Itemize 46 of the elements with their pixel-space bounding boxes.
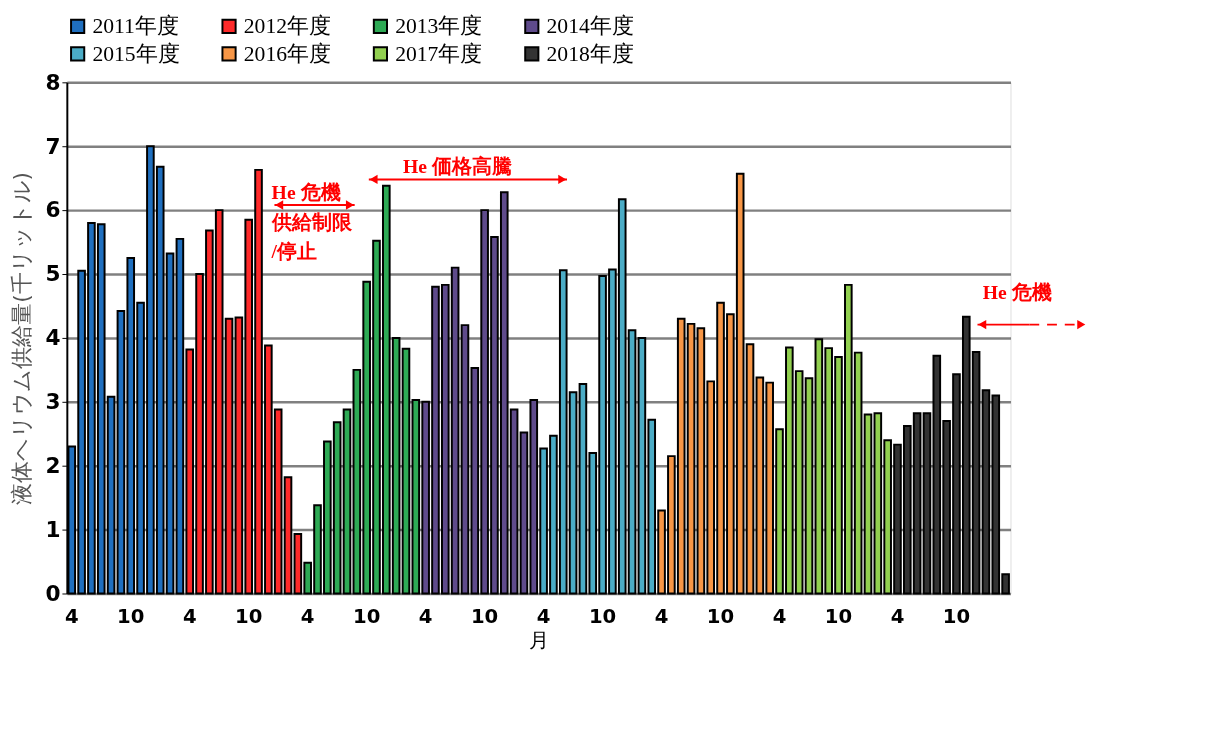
x-tick-label: 4 <box>300 605 315 629</box>
x-tick-label: 4 <box>64 605 79 629</box>
legend-label: 2015年度 <box>92 41 180 66</box>
y-tick-label: 0 <box>45 580 61 606</box>
y-tick-label: 4 <box>45 325 61 351</box>
legend-label: 2014年度 <box>546 14 634 39</box>
x-tick-label: 4 <box>654 605 669 629</box>
x-tick-label: 10 <box>942 605 971 629</box>
legend-label: 2018年度 <box>546 41 634 66</box>
y-tick-label: 8 <box>45 69 61 95</box>
bar <box>863 413 873 595</box>
x-tick-label: 4 <box>890 605 905 629</box>
x-tick-label: 10 <box>352 605 381 629</box>
x-axis-title: 月 <box>529 629 550 652</box>
y-axis-title: 液体ヘリウム供給量(千リットル) <box>8 171 34 505</box>
y-tick-label: 7 <box>45 133 61 159</box>
x-tick-label: 4 <box>182 605 197 629</box>
legend-label: 2013年度 <box>395 14 483 39</box>
annotation: He 危機 <box>982 280 1052 303</box>
annotation: /停止 <box>270 240 318 263</box>
x-tick-label: 10 <box>824 605 853 629</box>
legend-label: 2012年度 <box>243 14 331 39</box>
x-tick-label: 10 <box>117 605 145 629</box>
y-tick-label: 2 <box>45 453 61 479</box>
annotation: He 価格高騰 <box>403 155 512 178</box>
legend-label: 2011年度 <box>92 14 179 39</box>
x-tick-label: 10 <box>470 605 499 629</box>
y-tick-label: 5 <box>45 261 61 287</box>
bar <box>804 377 814 595</box>
y-tick-label: 3 <box>45 389 61 415</box>
x-tick-label: 4 <box>418 605 433 629</box>
x-tick-label: 10 <box>235 605 263 629</box>
y-tick-label: 6 <box>45 197 61 223</box>
legend-label: 2017年度 <box>395 41 483 66</box>
annotation: 供給制限 <box>270 211 353 234</box>
bar <box>401 347 411 595</box>
x-tick-label: 4 <box>536 605 551 629</box>
x-tick-label: 10 <box>706 605 735 629</box>
y-tick-label: 1 <box>45 516 61 542</box>
x-tick-label: 10 <box>588 605 617 629</box>
x-tick-label: 4 <box>772 605 787 629</box>
annotation: He 危機 <box>271 181 341 204</box>
legend-label: 2016年度 <box>243 41 331 66</box>
bar <box>745 343 755 595</box>
bar <box>283 476 293 595</box>
bar <box>342 408 352 595</box>
